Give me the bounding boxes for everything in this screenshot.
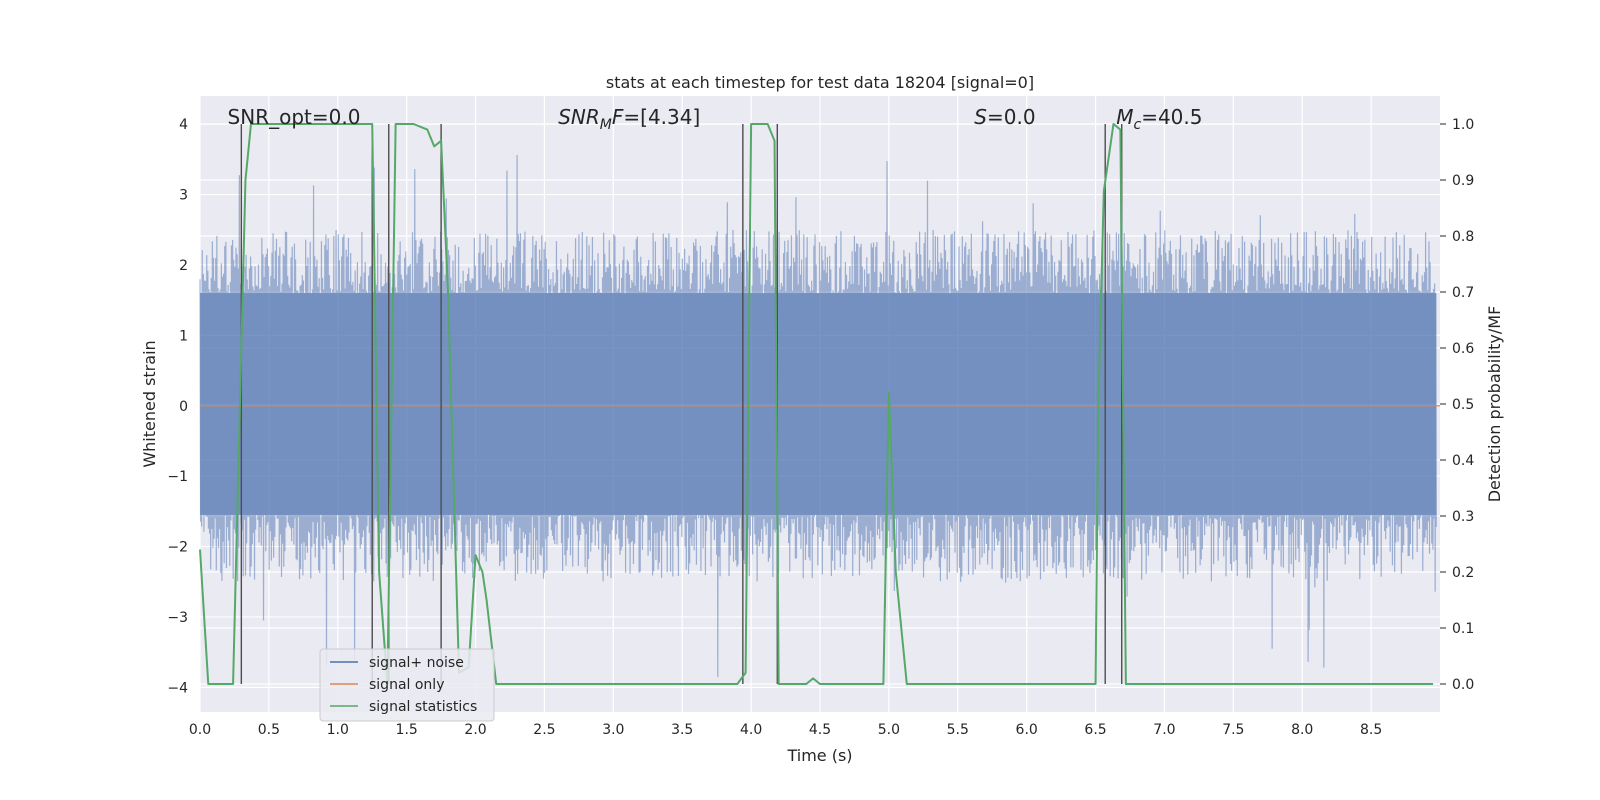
series-signal-noise [199,154,1437,678]
legend-label-signal-noise: signal+ noise [369,655,464,671]
x-tick-label: 5.0 [878,722,900,738]
y-right-tick-label: 0.5 [1452,397,1474,413]
x-tick-label: 6.5 [1084,722,1106,738]
y-right-tick-label: 0.1 [1452,621,1474,637]
x-tick-label: 3.0 [602,722,624,738]
chart-title: stats at each timestep for test data 182… [606,73,1034,92]
annotation-2: S=0.0 [974,105,1035,129]
y-right-tick-label: 0.9 [1452,173,1474,189]
y-left-tick-label: 2 [179,258,188,274]
x-tick-label: 1.5 [396,722,418,738]
legend-label-signal-statistics: signal statistics [369,699,477,715]
x-tick-label: 7.0 [1153,722,1175,738]
annotation-0: SNR_opt=0.0 [228,105,361,129]
y-right-tick-label: 0.0 [1452,677,1474,693]
y-left-tick-label: 4 [179,117,188,133]
legend-label-signal-only: signal only [369,677,444,693]
signal-statistics-line [199,123,1434,685]
x-tick-label: 7.5 [1222,722,1244,738]
legend: signal+ noise signal only signal statist… [319,648,495,722]
x-axis-ticks: 0.0 0.5 1.0 1.5 2.0 2.5 3.0 3.5 4.0 4.5 5.0 5.5 6.0 6… [189,722,1382,738]
legend-box [319,648,495,722]
y-left-axis-label: Whitened strain [140,340,159,467]
y-right-tick-label: 0.8 [1452,229,1474,245]
x-tick-label: 0.0 [189,722,211,738]
y-right-tick-label: 0.2 [1452,565,1474,581]
y-left-tick-label: −3 [167,610,188,626]
x-tick-label: 4.5 [809,722,831,738]
x-axis-label: Time (s) [786,746,852,765]
x-tick-label: 2.0 [464,722,486,738]
annotation-3: Mc=40.5 [1116,105,1202,133]
series-signal-statistics [199,123,1434,685]
y-left-tick-label: 1 [179,328,188,344]
y-right-tick-label: 0.6 [1452,341,1474,357]
x-tick-label: 8.0 [1291,722,1313,738]
y-left-tick-label: −4 [167,680,188,696]
y-left-tick-label: −2 [167,540,188,556]
y-left-tick-label: 0 [179,399,188,415]
annotation-1: SNRMF=[4.34] [558,105,700,133]
y-right-tick-label: 0.4 [1452,453,1474,469]
noise-trace [199,154,1437,678]
x-tick-label: 4.0 [740,722,762,738]
y-left-tick-label: 3 [179,188,188,204]
y-left-tick-label: −1 [167,469,188,485]
x-tick-label: 3.5 [671,722,693,738]
x-tick-label: 0.5 [258,722,280,738]
x-tick-label: 8.5 [1360,722,1382,738]
y-right-axis-label: Detection probability/MF [1485,306,1504,503]
y-right-tick-label: 0.7 [1452,285,1474,301]
y-right-axis-ticks: 0.0 0.1 0.2 0.3 0.4 0.5 0.6 0.7 0.8 0.9 1.0 [1440,117,1474,693]
x-tick-label: 1.0 [327,722,349,738]
y-right-tick-label: 1.0 [1452,117,1474,133]
x-tick-label: 2.5 [533,722,555,738]
annotations: SNR_opt=0.0 SNRMF=[4.34] S=0.0 Mc=40.5 [228,105,1203,133]
x-tick-label: 6.0 [1016,722,1038,738]
y-right-tick-label: 0.3 [1452,509,1474,525]
y-left-axis-ticks: −4 −3 −2 −1 0 1 2 3 4 [167,117,188,696]
x-tick-label: 5.5 [947,722,969,738]
